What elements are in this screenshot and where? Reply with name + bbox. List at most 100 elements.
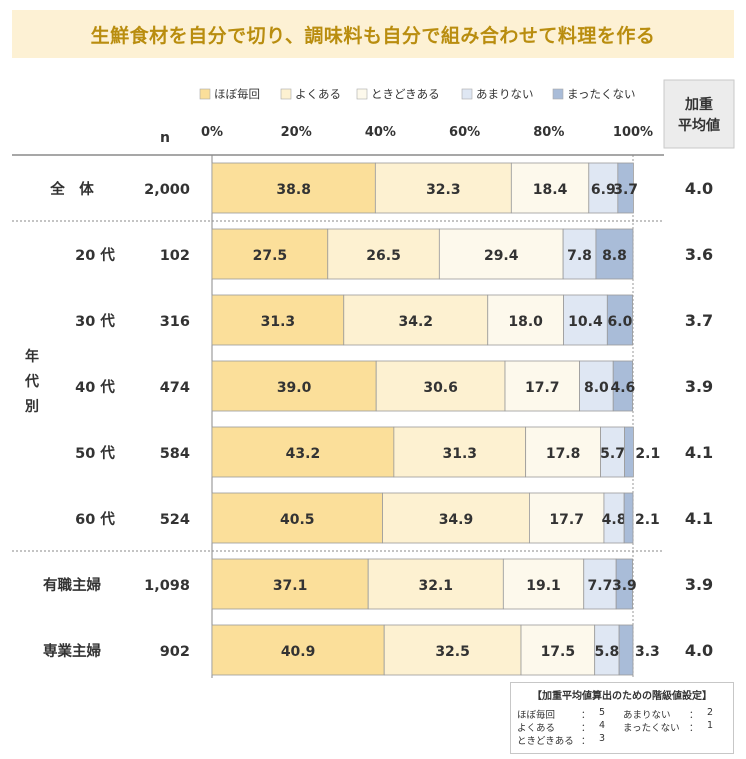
bar-segment: [624, 426, 634, 478]
bar-value-label: 8.8: [602, 248, 627, 264]
bar-value-label: 7.7: [588, 578, 613, 594]
bar-segment: [617, 162, 634, 214]
row-weighted-average: 3.9: [685, 377, 713, 396]
row-category-label: 50 代: [75, 444, 115, 462]
bar-value-label: 3.7: [613, 182, 638, 198]
note-cell: 4: [599, 720, 606, 731]
bar-value-label: 40.9: [281, 644, 316, 660]
bar-segment: [615, 558, 633, 610]
note-cell: ほぼ毎回: [517, 710, 556, 721]
row-n-value: 584: [160, 446, 190, 462]
row-weighted-average: 3.6: [685, 245, 713, 264]
row-category-label: 40 代: [75, 378, 115, 396]
bar-segment: [211, 360, 377, 412]
bar-value-label: 30.6: [423, 380, 458, 396]
note-cell: よくある: [517, 723, 556, 734]
legend-label: よくある: [295, 87, 341, 101]
bar-segment: [393, 426, 527, 478]
bar-value-label: 38.8: [276, 182, 311, 198]
legend-label: ときどきある: [371, 87, 440, 101]
bar-segment: [211, 558, 369, 610]
bar-value-label: 29.4: [484, 248, 519, 264]
legend-swatch: [280, 88, 292, 100]
bar-value-label: 7.8: [567, 248, 592, 264]
legend-swatch: [461, 88, 473, 100]
n-header: n: [160, 130, 170, 146]
row-weighted-average: 4.1: [685, 509, 713, 528]
weighted-average-header-line1: 加重: [684, 96, 713, 113]
bar-segment: [579, 360, 614, 412]
legend-swatch: [356, 88, 368, 100]
row-n-value: 316: [160, 314, 190, 330]
x-tick-label: 100%: [613, 125, 653, 140]
bar-segment: [594, 624, 620, 676]
row-n-value: 524: [160, 512, 190, 528]
bar-segment: [502, 558, 585, 610]
bar-value-label: 32.1: [418, 578, 453, 594]
row-weighted-average: 4.1: [685, 443, 713, 462]
row-category-label: 全 体: [49, 180, 94, 198]
row-weighted-average: 3.7: [685, 311, 713, 330]
weighted-average-header-box: [663, 79, 735, 149]
row-weighted-average: 4.0: [685, 179, 713, 198]
weighted-average-header-line2: 平均値: [678, 117, 720, 134]
bar-segment: [606, 294, 633, 346]
bar-segment: [383, 624, 522, 676]
bar-value-label: 34.2: [398, 314, 433, 330]
row-category-label: 20 代: [75, 246, 115, 264]
note-cell: まったくない: [623, 723, 680, 734]
bar-value-label: 6.0: [608, 314, 633, 330]
bar-segment: [343, 294, 489, 346]
note-cell: ：: [581, 710, 591, 721]
row-n-value: 102: [160, 248, 190, 264]
bar-value-label: 2.1: [635, 512, 660, 528]
note-title: 【加重平均値算出のための階級値設定】: [532, 691, 712, 702]
bar-segment: [211, 294, 345, 346]
bar-value-label: 4.6: [610, 380, 635, 396]
legend-label: あまりない: [476, 87, 534, 101]
row-category-label: 60 代: [75, 510, 115, 528]
row-weighted-average: 4.0: [685, 641, 713, 660]
note-cell: ：: [689, 723, 699, 734]
bar-value-label: 31.3: [261, 314, 296, 330]
row-n-value: 2,000: [144, 182, 190, 198]
bar-segment: [487, 294, 564, 346]
bar-value-label: 17.5: [541, 644, 576, 660]
row-category-label: 有職主婦: [43, 576, 101, 594]
legend-swatch: [552, 88, 564, 100]
x-tick-label: 40%: [365, 125, 396, 140]
bar-value-label: 5.7: [600, 446, 625, 462]
age-group-label: 別: [24, 399, 39, 415]
bar-value-label: 32.3: [426, 182, 461, 198]
bar-value-label: 8.0: [584, 380, 609, 396]
note-cell: ：: [581, 736, 591, 747]
bar-value-label: 5.8: [594, 644, 619, 660]
bar-segment: [375, 360, 506, 412]
row-weighted-average: 3.9: [685, 575, 713, 594]
note-cell: あまりない: [623, 710, 671, 721]
bar-value-label: 32.5: [435, 644, 470, 660]
bar-value-label: 18.4: [533, 182, 568, 198]
note-cell: ときどきある: [517, 736, 574, 747]
legend-swatch: [199, 88, 211, 100]
row-n-value: 474: [160, 380, 190, 396]
bar-value-label: 17.8: [546, 446, 581, 462]
bar-segment: [618, 624, 634, 676]
title-band: 生鮮食材を自分で切り、調味料も自分で組み合わせて料理を作る: [12, 10, 734, 58]
bar-segment: [529, 492, 605, 544]
bar-value-label: 17.7: [549, 512, 584, 528]
note-cell: ：: [689, 710, 699, 721]
note-cell: 5: [599, 707, 606, 718]
bar-value-label: 39.0: [277, 380, 312, 396]
bar-segment: [510, 162, 590, 214]
bar-segment: [211, 426, 395, 478]
note-cell: 2: [707, 707, 714, 718]
bar-segment: [374, 162, 512, 214]
chart-title: 生鮮食材を自分で切り、調味料も自分で組み合わせて料理を作る: [90, 24, 656, 47]
bar-segment: [595, 228, 634, 280]
bar-value-label: 26.5: [366, 248, 401, 264]
bar-value-label: 10.4: [568, 314, 603, 330]
bar-value-label: 3.3: [635, 644, 660, 660]
bar-segment: [211, 624, 385, 676]
